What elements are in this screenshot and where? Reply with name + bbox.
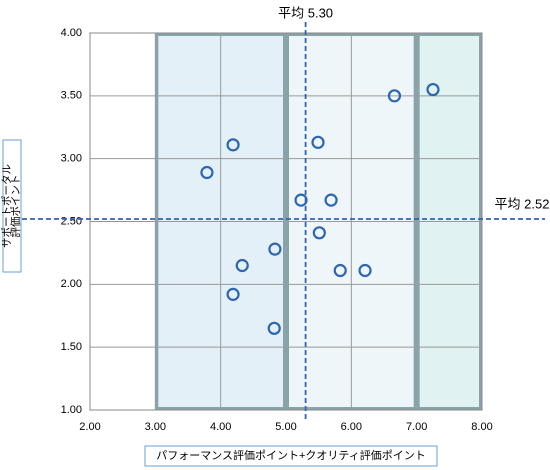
y-tick-label: 3.50 <box>61 90 82 102</box>
y-tick-label: 4.00 <box>61 27 82 39</box>
point <box>387 89 402 103</box>
x-tick-label: 3.00 <box>145 421 166 433</box>
y-label-box <box>2 139 22 273</box>
y-label: サポートポータル <box>1 164 13 248</box>
x-tick-label: 6.00 <box>341 421 362 433</box>
mean-x-label: 平均 5.30 <box>278 5 333 20</box>
point <box>324 193 338 207</box>
point <box>333 263 347 278</box>
point <box>226 138 240 152</box>
y-tick-label: 2.00 <box>61 278 82 290</box>
region-border <box>286 33 417 410</box>
point <box>312 226 326 240</box>
region-border <box>416 33 482 410</box>
point <box>226 287 240 301</box>
x-label: パフォーマンス評価ポイント+クオリティ評価ポイント <box>156 448 426 462</box>
x-tick-label: 5.00 <box>275 421 296 433</box>
x-label-box <box>144 445 438 467</box>
point <box>200 165 214 180</box>
x-tick-label: 2.00 <box>79 421 100 433</box>
y-label: 評価ポイント <box>9 175 22 238</box>
point <box>268 242 282 256</box>
y-tick-label: 2.50 <box>61 215 82 227</box>
point <box>294 193 308 207</box>
point <box>426 82 440 97</box>
y-tick-label: 1.00 <box>61 404 82 416</box>
region-border <box>155 33 286 410</box>
point <box>267 321 281 335</box>
mean-y-label: 平均 2.52 <box>495 196 550 211</box>
y-tick-label: 3.00 <box>61 153 82 165</box>
point <box>235 258 249 273</box>
point <box>311 135 325 149</box>
y-tick-label: 1.50 <box>61 341 82 353</box>
x-tick-label: 8.00 <box>471 421 492 433</box>
x-tick-label: 7.00 <box>406 421 427 433</box>
point <box>358 263 372 278</box>
plot-border <box>89 32 483 411</box>
x-tick-label: 4.00 <box>210 421 231 433</box>
